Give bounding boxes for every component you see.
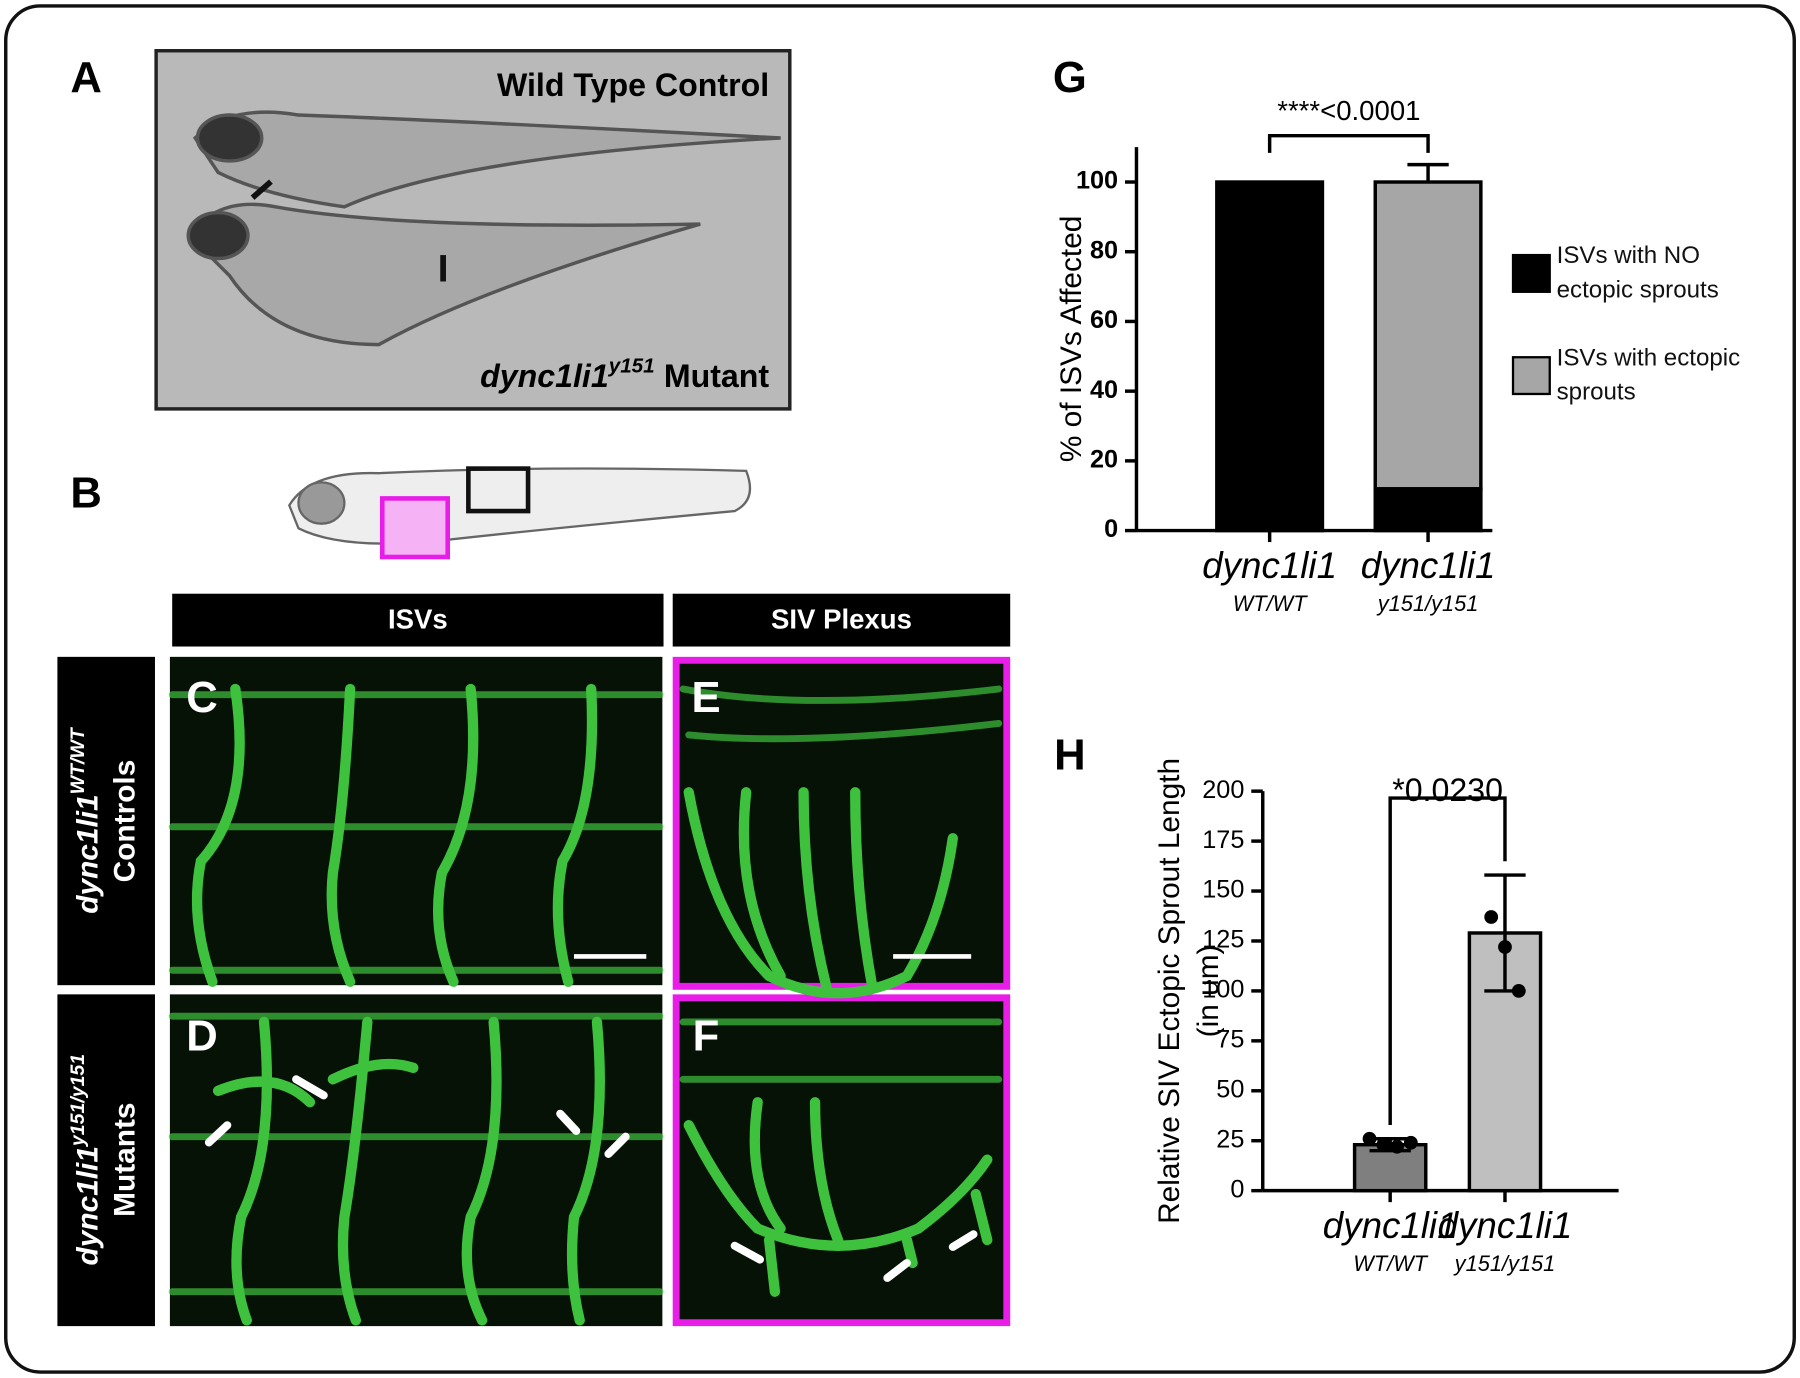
significance-label: ****<0.0001 <box>1277 95 1420 126</box>
header-bar <box>672 593 1011 647</box>
fish-sketch <box>288 466 752 560</box>
x-tick-label: dync1li1 <box>1438 1205 1573 1246</box>
legend-swatch <box>1511 356 1551 396</box>
data-point <box>1498 940 1512 954</box>
micrograph <box>672 994 1011 1327</box>
label-rest: Mutants <box>108 1102 141 1216</box>
row-label: dync1li1WT/WT Controls <box>67 726 141 914</box>
bar-segment <box>1373 180 1483 491</box>
panel-label: H <box>1054 731 1086 779</box>
fish-bottom-label: dync1li1y151 Mutant <box>480 355 769 395</box>
label-sup: y151 <box>608 355 655 378</box>
row-bar <box>57 656 155 986</box>
legend-label: ISVs with ectopic sprouts <box>1556 344 1741 406</box>
legend-entry: ISVs with NO ectopic sprouts <box>1556 242 1719 304</box>
data-point <box>1511 984 1526 998</box>
panel-label: C <box>186 674 218 722</box>
y-tick-label: 80 <box>1090 236 1118 264</box>
data-point <box>1403 1135 1418 1150</box>
panel-label: E <box>691 674 720 722</box>
panel-label: G <box>1053 54 1087 102</box>
micrograph <box>672 656 1011 990</box>
y-tick-label: 100 <box>1202 976 1244 1004</box>
data-point <box>1376 1137 1391 1152</box>
x-tick-sublabel: WT/WT <box>1353 1251 1429 1276</box>
panel-label: A <box>70 54 102 102</box>
y-tick-label: 0 <box>1230 1175 1244 1203</box>
legend-label: ISVs with NO ectopic sprouts <box>1556 242 1719 304</box>
header-bar <box>172 593 664 647</box>
y-axis-label: Relative SIV Ectopic Sprout Length <box>1153 758 1186 1224</box>
label-rest: Controls <box>108 760 141 883</box>
row-bar <box>57 994 155 1327</box>
y-tick-label: 60 <box>1090 306 1118 334</box>
y-tick-label: 150 <box>1202 876 1244 904</box>
panel-label: D <box>186 1013 218 1061</box>
y-tick-label: 20 <box>1090 446 1118 474</box>
x-tick-sublabel: y151/y151 <box>1376 591 1479 616</box>
panel-label: B <box>70 470 102 518</box>
y-tick-label: 25 <box>1216 1125 1244 1153</box>
y-tick-label: 125 <box>1202 926 1244 954</box>
label-sup: WT/WT <box>67 726 89 794</box>
data-point <box>1362 1131 1377 1146</box>
y-tick-label: 100 <box>1076 167 1118 195</box>
fish-top-label: Wild Type Control <box>497 67 769 103</box>
data-point <box>1484 910 1499 924</box>
label-base: dync1li1 <box>71 794 104 913</box>
y-tick-label: 75 <box>1216 1026 1244 1054</box>
x-tick-label: dync1li1 <box>1202 545 1337 586</box>
bar-segment <box>1373 487 1483 533</box>
header: SIV Plexus <box>771 604 912 635</box>
y-tick-label: 0 <box>1104 515 1118 543</box>
label-rest: Mutant <box>664 359 770 395</box>
data-point <box>1390 1139 1404 1154</box>
y-tick-label: 200 <box>1202 776 1244 804</box>
y-tick-label: 40 <box>1090 376 1118 404</box>
fish-drawings <box>186 110 781 347</box>
legend-swatch <box>1511 253 1551 293</box>
row-label: dync1li1y151/y151 Mutants <box>67 1054 141 1266</box>
x-tick-sublabel: y151/y151 <box>1453 1251 1556 1276</box>
significance-label: *0.0230 <box>1392 772 1503 808</box>
arrows <box>204 1075 978 1282</box>
x-tick-sublabel: WT/WT <box>1233 591 1309 616</box>
vessels <box>168 683 1003 1326</box>
label-sup: y151/y151 <box>67 1054 89 1147</box>
x-tick-label: dync1li1 <box>1323 1205 1458 1246</box>
y-tick-label: 50 <box>1216 1075 1244 1103</box>
significance-bracket <box>1388 796 1507 1125</box>
label-base: dync1li1 <box>480 359 609 395</box>
y-axis-label: (in um) <box>1192 945 1225 1038</box>
panel-label: F <box>693 1013 720 1061</box>
header: ISVs <box>388 604 448 635</box>
y-tick-label: 175 <box>1202 826 1244 854</box>
micrograph <box>169 994 663 1327</box>
significance-bracket <box>1267 133 1430 153</box>
x-tick-label: dync1li1 <box>1361 545 1496 586</box>
error-bar <box>1407 162 1449 183</box>
y-axis-label: % of ISVs Affected <box>1055 216 1088 463</box>
label-base: dync1li1 <box>71 1146 104 1265</box>
legend-entry: ISVs with ectopic sprouts <box>1556 344 1741 406</box>
bar-segment <box>1215 180 1325 533</box>
